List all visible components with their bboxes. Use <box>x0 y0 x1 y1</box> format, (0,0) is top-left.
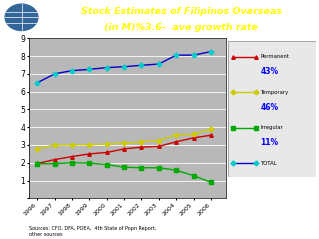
Text: Stock Estimates of Filipinos Overseas: Stock Estimates of Filipinos Overseas <box>80 7 282 16</box>
Text: Sources: CFO, DFA, POEA,  4th State of Popn Report,
other sources: Sources: CFO, DFA, POEA, 4th State of Po… <box>29 226 156 237</box>
Circle shape <box>5 4 38 31</box>
Text: (in M)%3.6-  ave growth rate: (in M)%3.6- ave growth rate <box>104 22 258 32</box>
Text: 46%: 46% <box>261 103 279 112</box>
Text: Irregular: Irregular <box>261 125 283 130</box>
Text: Permanent: Permanent <box>261 54 290 60</box>
Text: Temporary: Temporary <box>261 90 289 95</box>
Text: 11%: 11% <box>261 138 279 147</box>
FancyBboxPatch shape <box>228 41 316 177</box>
Text: 43%: 43% <box>261 67 279 76</box>
Text: TOTAL: TOTAL <box>261 161 277 166</box>
